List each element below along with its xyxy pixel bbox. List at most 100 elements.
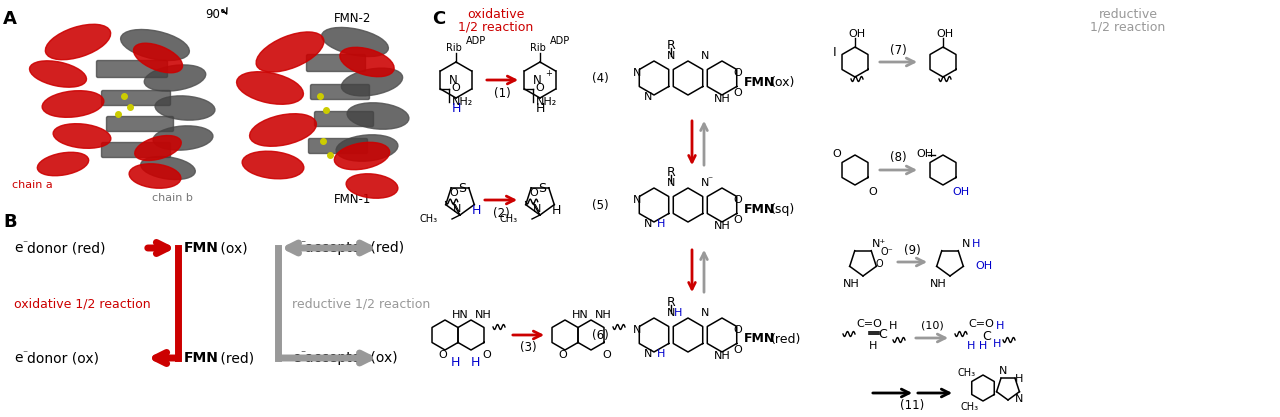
Ellipse shape xyxy=(250,114,316,146)
Text: (ox): (ox) xyxy=(771,75,795,88)
Ellipse shape xyxy=(155,96,215,120)
Ellipse shape xyxy=(337,135,398,161)
Text: N: N xyxy=(644,219,653,229)
Text: N: N xyxy=(667,51,675,61)
Ellipse shape xyxy=(346,174,398,198)
Text: N: N xyxy=(701,51,709,61)
Text: ⁻: ⁻ xyxy=(22,349,27,359)
Text: FMN: FMN xyxy=(744,203,776,216)
Text: N: N xyxy=(1015,394,1023,404)
FancyBboxPatch shape xyxy=(101,143,170,158)
Text: reductive 1/2 reaction: reductive 1/2 reaction xyxy=(292,297,430,311)
Text: N: N xyxy=(644,349,653,359)
FancyBboxPatch shape xyxy=(101,90,170,106)
Text: Rib: Rib xyxy=(530,43,547,53)
Text: H: H xyxy=(888,321,897,331)
Text: (9): (9) xyxy=(904,244,920,256)
Text: HN: HN xyxy=(572,310,589,320)
Text: S: S xyxy=(538,182,545,196)
Ellipse shape xyxy=(129,164,180,188)
Text: OH: OH xyxy=(937,29,954,39)
Text: O: O xyxy=(483,350,492,360)
Text: H: H xyxy=(673,308,682,318)
Text: 1/2 reaction: 1/2 reaction xyxy=(1091,20,1166,33)
Text: H: H xyxy=(996,321,1005,331)
Text: 1/2 reaction: 1/2 reaction xyxy=(458,20,534,33)
Text: (ox): (ox) xyxy=(216,241,247,255)
Text: NH₂: NH₂ xyxy=(452,97,472,107)
Text: acceptor (ox): acceptor (ox) xyxy=(305,351,398,365)
Ellipse shape xyxy=(237,72,303,104)
Text: O: O xyxy=(558,350,567,360)
Text: chain b: chain b xyxy=(152,193,193,203)
Text: +: + xyxy=(545,68,552,78)
Text: FMN-2: FMN-2 xyxy=(334,12,371,25)
Text: O: O xyxy=(733,88,742,98)
Text: O: O xyxy=(535,83,544,93)
Text: e: e xyxy=(14,241,23,255)
Text: (6): (6) xyxy=(591,329,608,342)
Text: NH: NH xyxy=(595,310,612,320)
Text: H: H xyxy=(452,102,461,115)
Text: OH: OH xyxy=(952,187,969,197)
Text: NH: NH xyxy=(714,351,731,361)
Text: N: N xyxy=(667,308,675,318)
Text: C: C xyxy=(983,329,992,342)
Text: OH: OH xyxy=(916,149,933,159)
FancyBboxPatch shape xyxy=(306,55,366,71)
Text: N: N xyxy=(532,73,541,86)
Text: NH₂: NH₂ xyxy=(535,97,557,107)
Ellipse shape xyxy=(340,47,394,77)
Ellipse shape xyxy=(54,124,111,148)
Text: O: O xyxy=(869,187,877,197)
Text: CH₃: CH₃ xyxy=(957,368,977,378)
Text: (11): (11) xyxy=(900,399,924,412)
Text: HN: HN xyxy=(452,310,468,320)
Text: H: H xyxy=(657,219,666,229)
Text: O: O xyxy=(530,188,539,198)
Ellipse shape xyxy=(42,90,104,117)
Text: N: N xyxy=(961,239,970,249)
Text: A: A xyxy=(3,10,17,28)
Ellipse shape xyxy=(342,68,403,96)
Text: FMN: FMN xyxy=(744,75,776,88)
Text: ⁻: ⁻ xyxy=(300,239,305,249)
Text: H: H xyxy=(470,357,480,369)
Text: H: H xyxy=(552,204,561,217)
Text: O: O xyxy=(733,345,742,355)
Text: N: N xyxy=(644,92,653,102)
Text: FMN: FMN xyxy=(184,351,219,365)
Text: N: N xyxy=(632,68,641,78)
Text: B: B xyxy=(3,213,17,231)
Text: H: H xyxy=(993,339,1001,349)
Text: N: N xyxy=(701,308,709,318)
Text: NH: NH xyxy=(714,221,731,231)
FancyBboxPatch shape xyxy=(311,85,370,100)
Text: reductive: reductive xyxy=(1098,8,1157,21)
Text: O: O xyxy=(603,350,612,360)
Text: NH: NH xyxy=(714,94,731,104)
Ellipse shape xyxy=(134,136,182,161)
Text: N: N xyxy=(453,204,461,214)
Text: (1): (1) xyxy=(494,86,511,100)
Text: e: e xyxy=(292,351,301,365)
Text: e: e xyxy=(14,351,23,365)
Text: O: O xyxy=(733,215,742,225)
FancyBboxPatch shape xyxy=(308,138,367,153)
Text: H: H xyxy=(535,102,545,115)
Text: N: N xyxy=(632,195,641,205)
Text: donor (red): donor (red) xyxy=(27,241,105,255)
Text: (3): (3) xyxy=(520,342,536,354)
Text: FMN-1: FMN-1 xyxy=(334,193,371,206)
Text: OH: OH xyxy=(975,261,992,271)
Text: S: S xyxy=(458,182,466,196)
Text: CH₃: CH₃ xyxy=(500,214,518,224)
Text: NH: NH xyxy=(842,279,859,289)
Text: N: N xyxy=(998,366,1007,376)
Ellipse shape xyxy=(347,103,408,129)
Text: H: H xyxy=(1015,374,1023,384)
Ellipse shape xyxy=(120,30,189,60)
Text: ADP: ADP xyxy=(466,36,486,46)
Text: (4): (4) xyxy=(591,71,608,85)
Ellipse shape xyxy=(37,152,88,176)
